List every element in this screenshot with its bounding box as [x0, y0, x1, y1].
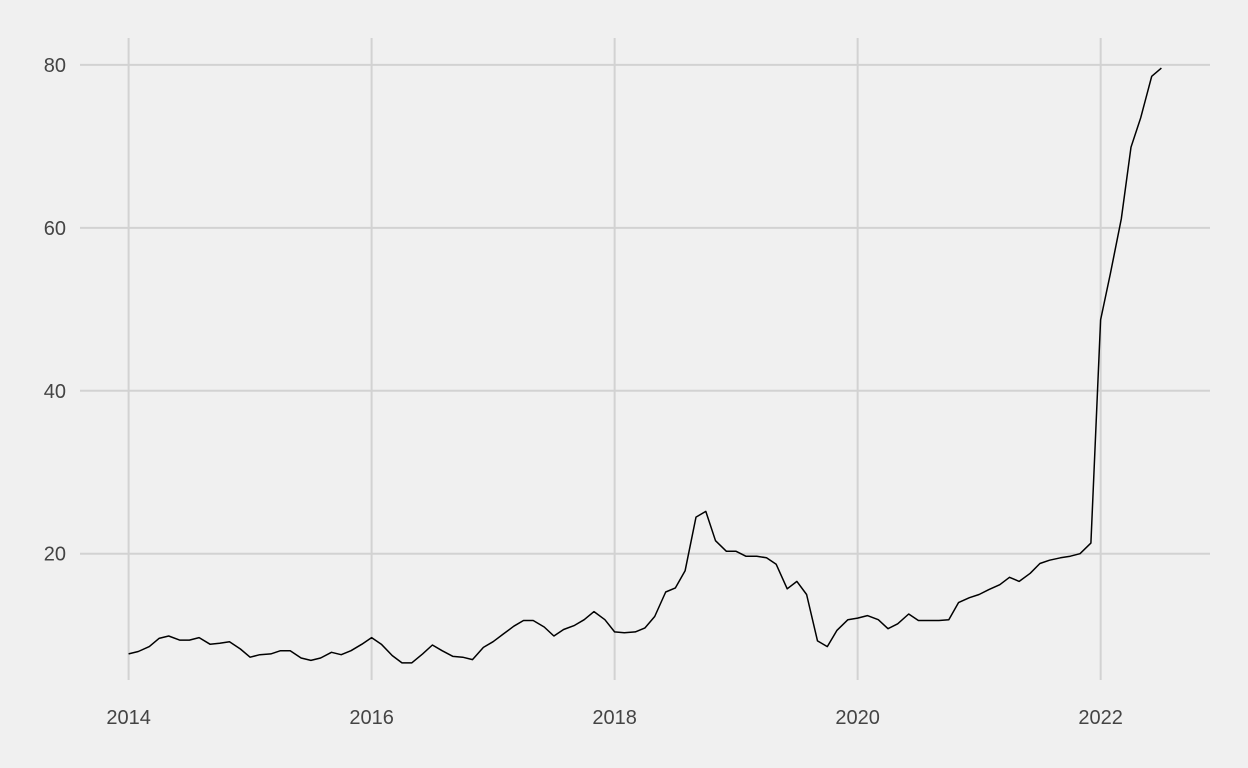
x-tick-label: 2018 [592, 707, 637, 729]
x-tick-label: 2016 [349, 707, 394, 729]
series-line [128, 67, 1162, 664]
y-tick-label: 80 [44, 55, 66, 77]
y-tick-label: 20 [44, 544, 66, 566]
x-tick-label: 2022 [1078, 707, 1123, 729]
tick-labels: 20 40 60 80 2014 2016 2018 2020 2022 [44, 55, 1123, 729]
series-group [128, 67, 1162, 664]
x-tick-label: 2014 [106, 707, 151, 729]
y-tick-label: 60 [44, 218, 66, 240]
y-tick-label: 40 [44, 381, 66, 403]
gridlines [80, 38, 1210, 680]
x-tick-label: 2020 [835, 707, 880, 729]
